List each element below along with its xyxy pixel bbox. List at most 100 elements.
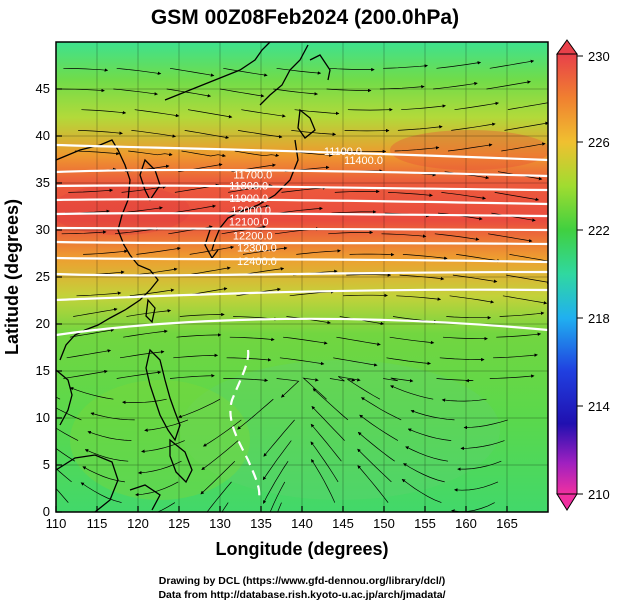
streamline: [119, 350, 165, 359]
streamline: [56, 468, 72, 483]
streamline: [405, 446, 449, 462]
kyushu-coast: [204, 229, 219, 260]
jet-core-east: [390, 130, 548, 170]
streamline: [401, 478, 442, 503]
streamline: [73, 307, 118, 317]
y-tick-label: 25: [36, 269, 50, 284]
streamline: [169, 67, 215, 77]
streamline: [486, 80, 531, 90]
streamline: [234, 150, 280, 158]
streamline: [178, 398, 221, 419]
contour-label: 11900.0: [229, 193, 268, 205]
streamline: [189, 245, 235, 255]
streamline: [187, 109, 233, 119]
coastlines: [56, 42, 331, 512]
streamline: [433, 81, 478, 90]
streamline: [489, 59, 535, 69]
streamline: [181, 150, 226, 158]
colorbar-ticks: 230 226 222 218 214 210: [577, 49, 610, 502]
streamline: [402, 254, 448, 260]
streamline: [359, 414, 399, 441]
y-tick-label: 15: [36, 363, 50, 378]
colorbar-tick-label: 222: [588, 223, 610, 238]
streamline: [206, 481, 232, 512]
streamline: [171, 204, 216, 214]
contour-line-dashed: [229, 349, 261, 501]
contour-line: [56, 168, 548, 178]
contour-label: 11700.0: [233, 169, 272, 181]
streamline: [442, 336, 488, 341]
streamline: [166, 88, 212, 98]
streamline: [386, 357, 431, 366]
streamline: [116, 67, 162, 76]
streamline: [326, 88, 372, 93]
streamline: [221, 502, 229, 512]
wind-streamlines: [56, 59, 548, 512]
streamline: [312, 388, 349, 421]
streamline: [269, 481, 286, 512]
colorbar-tick-label: 230: [588, 49, 610, 64]
y-axis: 0 5 10 15 20 25 30 35 40 45: [36, 81, 62, 519]
streamline: [74, 150, 120, 156]
height-contours: [56, 143, 548, 501]
streamline: [381, 233, 427, 238]
streamline: [499, 311, 545, 317]
x-tick-label: 165: [496, 516, 518, 531]
streamline: [333, 357, 378, 367]
streamline: [399, 274, 445, 281]
streamline: [237, 130, 283, 139]
streamline: [310, 441, 339, 483]
streamline: [389, 336, 435, 345]
streamline: [449, 295, 495, 304]
streamline: [131, 130, 176, 138]
streamline: [279, 357, 325, 366]
colorbar-bottom-arrow: [556, 493, 578, 511]
mindanao-coast: [169, 438, 193, 484]
streamline: [223, 67, 268, 77]
streamline: [302, 377, 327, 400]
streamline: [396, 295, 442, 301]
streamline: [141, 440, 185, 454]
streamline: [169, 374, 215, 379]
streamline: [283, 336, 328, 345]
contour-label: 11100.0: [324, 146, 362, 158]
x-axis: 110 115 120 125 130 135 140 145 150 155 160 165: [46, 506, 518, 531]
streamline: [291, 130, 337, 136]
y-tick-label: 5: [43, 457, 50, 472]
streamline: [390, 385, 434, 400]
streamline: [242, 246, 288, 255]
streamline: [361, 397, 402, 421]
contour-label: 12000.0: [231, 205, 271, 217]
streamline: [90, 412, 135, 421]
streamline: [122, 398, 167, 405]
streamline: [68, 188, 114, 193]
streamline: [436, 378, 474, 383]
streamline: [506, 274, 548, 284]
streamline: [311, 459, 336, 503]
streamline: [221, 225, 267, 235]
streamline: [441, 192, 486, 200]
streamline: [507, 102, 548, 111]
borneo-coast: [56, 454, 119, 512]
streamline: [61, 230, 107, 235]
streamline: [56, 396, 61, 400]
streamline: [331, 210, 377, 214]
streamline: [454, 481, 499, 492]
streamline: [263, 461, 289, 504]
streamline: [128, 150, 173, 157]
contour-line: [56, 270, 548, 277]
x-axis-label: Longitude (degrees): [215, 539, 388, 559]
streamline: [56, 487, 69, 503]
streamline: [116, 370, 162, 379]
streamline: [84, 449, 129, 462]
sulawesi-coast: [129, 484, 161, 511]
streamline: [452, 274, 498, 283]
streamline: [294, 109, 340, 116]
streamline: [123, 329, 168, 338]
streamline: [439, 357, 485, 362]
colorbar: 230 226 222 218 214 210: [556, 39, 610, 511]
streamline: [434, 233, 480, 241]
streamline: [129, 288, 175, 297]
colorbar-tick-label: 226: [588, 135, 610, 150]
